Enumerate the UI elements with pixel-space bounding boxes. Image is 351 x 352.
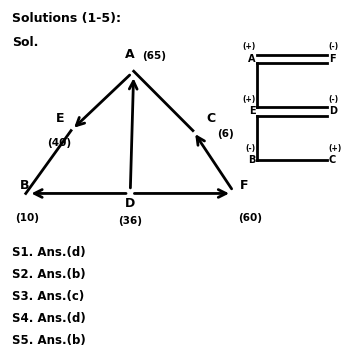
Text: S3. Ans.(c): S3. Ans.(c) [12,290,84,303]
Text: (40): (40) [47,138,71,147]
Text: Solutions (1-5):: Solutions (1-5): [12,12,121,25]
Text: C: C [207,112,216,125]
Text: (60): (60) [238,213,262,223]
Text: (10): (10) [15,213,39,223]
Text: S4. Ans.(d): S4. Ans.(d) [12,312,86,325]
Text: (+): (+) [329,144,342,153]
Text: F: F [240,179,249,192]
Text: B: B [20,179,29,192]
Text: E: E [249,106,256,117]
Text: C: C [329,155,336,165]
Text: F: F [329,54,335,64]
Text: D: D [125,197,135,210]
Text: D: D [329,106,337,117]
Text: S1. Ans.(d): S1. Ans.(d) [12,246,85,259]
Text: Sol.: Sol. [12,36,38,49]
Text: E: E [55,112,64,125]
Text: S2. Ans.(b): S2. Ans.(b) [12,268,85,281]
Text: A: A [125,48,135,61]
Text: (6): (6) [217,129,234,139]
Text: (36): (36) [118,216,142,226]
Text: (-): (-) [245,144,256,153]
Text: (-): (-) [329,95,339,104]
Text: (+): (+) [242,95,256,104]
Text: (65): (65) [143,51,166,61]
Text: S5. Ans.(b): S5. Ans.(b) [12,334,86,347]
Text: (-): (-) [329,42,339,51]
Text: A: A [248,54,256,64]
Text: (+): (+) [242,42,256,51]
Text: B: B [248,155,256,165]
